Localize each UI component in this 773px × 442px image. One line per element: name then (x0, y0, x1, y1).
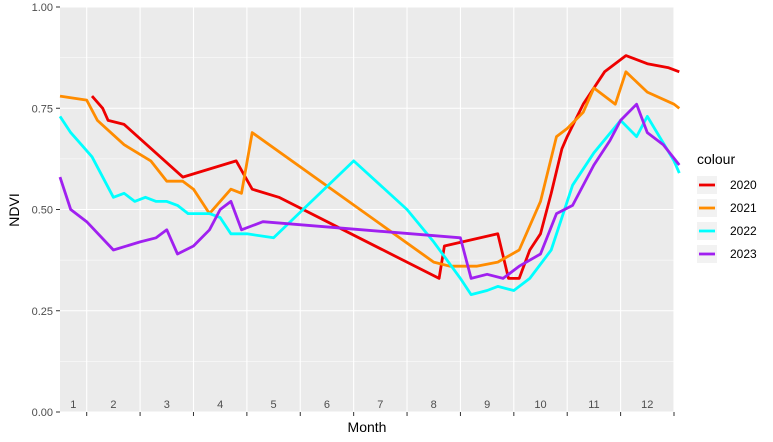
y-tick-label: 0.00 (32, 407, 53, 419)
y-tick-label: 0.75 (32, 103, 53, 115)
y-tick-label: 1.00 (32, 2, 53, 14)
x-axis (86, 412, 675, 416)
series-line-2022 (58, 115, 681, 297)
month-label: 4 (217, 399, 223, 411)
grid-major (60, 6, 675, 413)
legend-title: colour (697, 151, 735, 167)
month-label: 9 (484, 399, 490, 411)
month-label: 6 (324, 399, 330, 411)
month-label: 12 (641, 399, 653, 411)
month-label: 5 (271, 399, 277, 411)
month-label: 11 (588, 399, 599, 411)
legend: colour 2020 2021 2022 2023 (697, 151, 757, 263)
legend-label-2021: 2021 (730, 201, 757, 215)
series-line-2023 (58, 102, 681, 280)
month-label: 8 (431, 399, 437, 411)
y-tick-label: 0.25 (32, 306, 53, 318)
month-labels: 1 2 3 4 5 6 7 8 9 10 11 12 (70, 399, 653, 411)
y-axis: 0.00 0.25 0.50 0.75 1.00 (32, 2, 60, 419)
legend-label-2023: 2023 (730, 247, 757, 261)
legend-label-2022: 2022 (730, 224, 757, 238)
y-axis-title: NDVI (6, 193, 22, 226)
legend-label-2020: 2020 (730, 178, 757, 192)
series-layer (58, 54, 681, 297)
month-label: 2 (110, 399, 116, 411)
month-label: 1 (70, 399, 76, 411)
x-axis-title: Month (348, 419, 387, 435)
month-label: 10 (534, 399, 546, 411)
month-label: 7 (377, 399, 383, 411)
month-label: 3 (164, 399, 170, 411)
series-line-2020 (90, 54, 680, 280)
y-tick-label: 0.50 (32, 205, 53, 217)
